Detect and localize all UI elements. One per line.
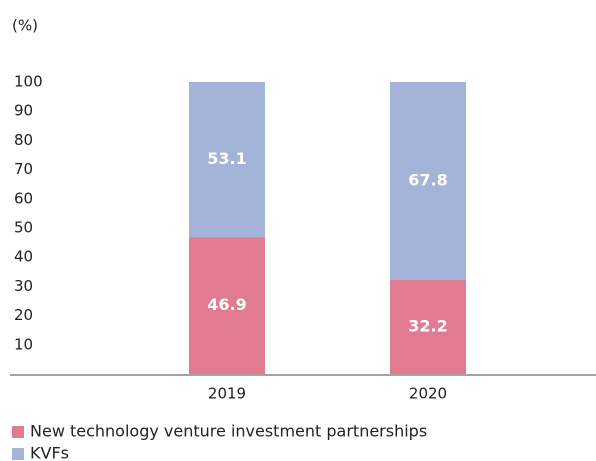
y-tick-label: 100 — [14, 73, 43, 91]
legend-swatch — [12, 426, 24, 438]
bar-segment — [189, 237, 265, 374]
value-label: 53.1 — [207, 149, 246, 168]
legend-label: New technology venture investment partne… — [30, 422, 427, 441]
y-tick-label: 10 — [14, 335, 33, 353]
y-tick-label: 60 — [14, 189, 33, 207]
x-tick-label: 2020 — [409, 385, 447, 403]
y-axis-label: (%) — [12, 17, 38, 35]
value-label: 67.8 — [408, 170, 447, 189]
value-label: 32.2 — [408, 316, 447, 335]
y-tick-label: 50 — [14, 219, 33, 237]
y-tick-label: 80 — [14, 131, 33, 149]
bar-segment — [390, 279, 466, 374]
legend-label: KVFs — [30, 444, 69, 461]
legend-swatch — [12, 448, 24, 460]
value-label: 46.9 — [207, 295, 246, 314]
y-tick-label: 20 — [14, 306, 33, 324]
x-tick-label: 2019 — [208, 385, 246, 403]
y-tick-label: 30 — [14, 277, 33, 295]
y-tick-label: 90 — [14, 102, 33, 120]
bar-segment — [189, 82, 265, 238]
y-tick-label: 70 — [14, 160, 33, 178]
y-tick-label: 40 — [14, 248, 33, 266]
bar-segment — [390, 82, 466, 280]
